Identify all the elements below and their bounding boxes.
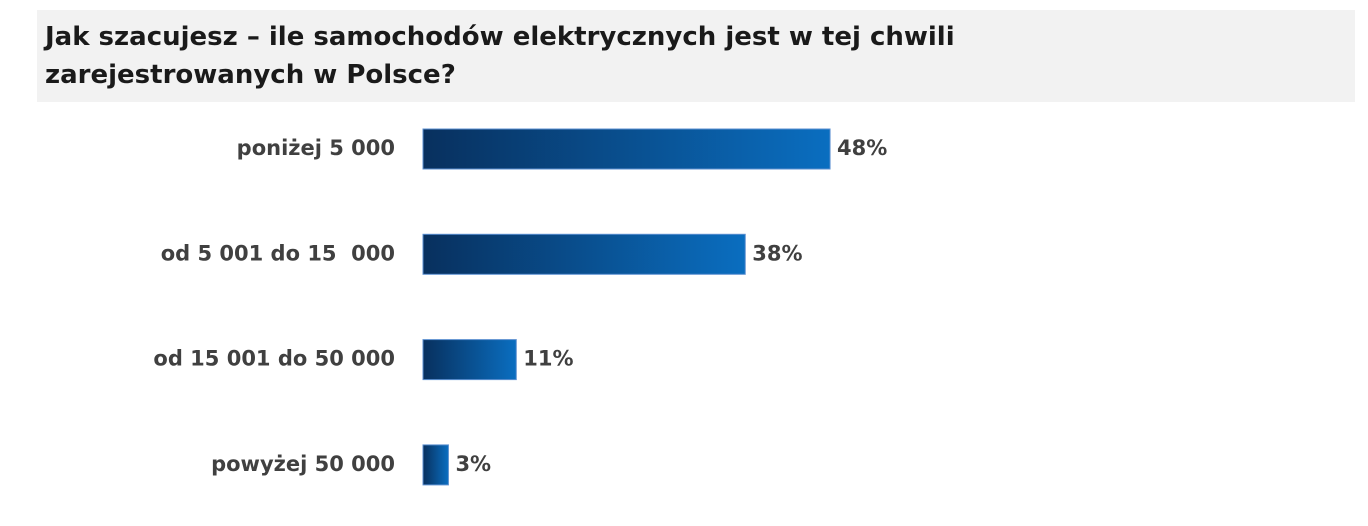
bar — [422, 128, 831, 170]
category-label: poniżej 5 000 — [237, 136, 395, 160]
bar — [422, 444, 449, 486]
value-label: 48% — [837, 136, 887, 160]
value-label: 38% — [752, 241, 802, 265]
category-label: od 15 001 do 50 000 — [153, 347, 395, 371]
title-box: Jak szacujesz – ile samochodów elektrycz… — [37, 10, 1355, 102]
chart-title: Jak szacujesz – ile samochodów elektrycz… — [45, 22, 955, 90]
bar — [422, 339, 517, 381]
value-label: 3% — [455, 452, 491, 476]
category-label: powyżej 50 000 — [211, 452, 395, 476]
value-label: 11% — [523, 347, 573, 371]
bar — [422, 233, 746, 275]
category-label: od 5 001 do 15 000 — [161, 241, 395, 265]
